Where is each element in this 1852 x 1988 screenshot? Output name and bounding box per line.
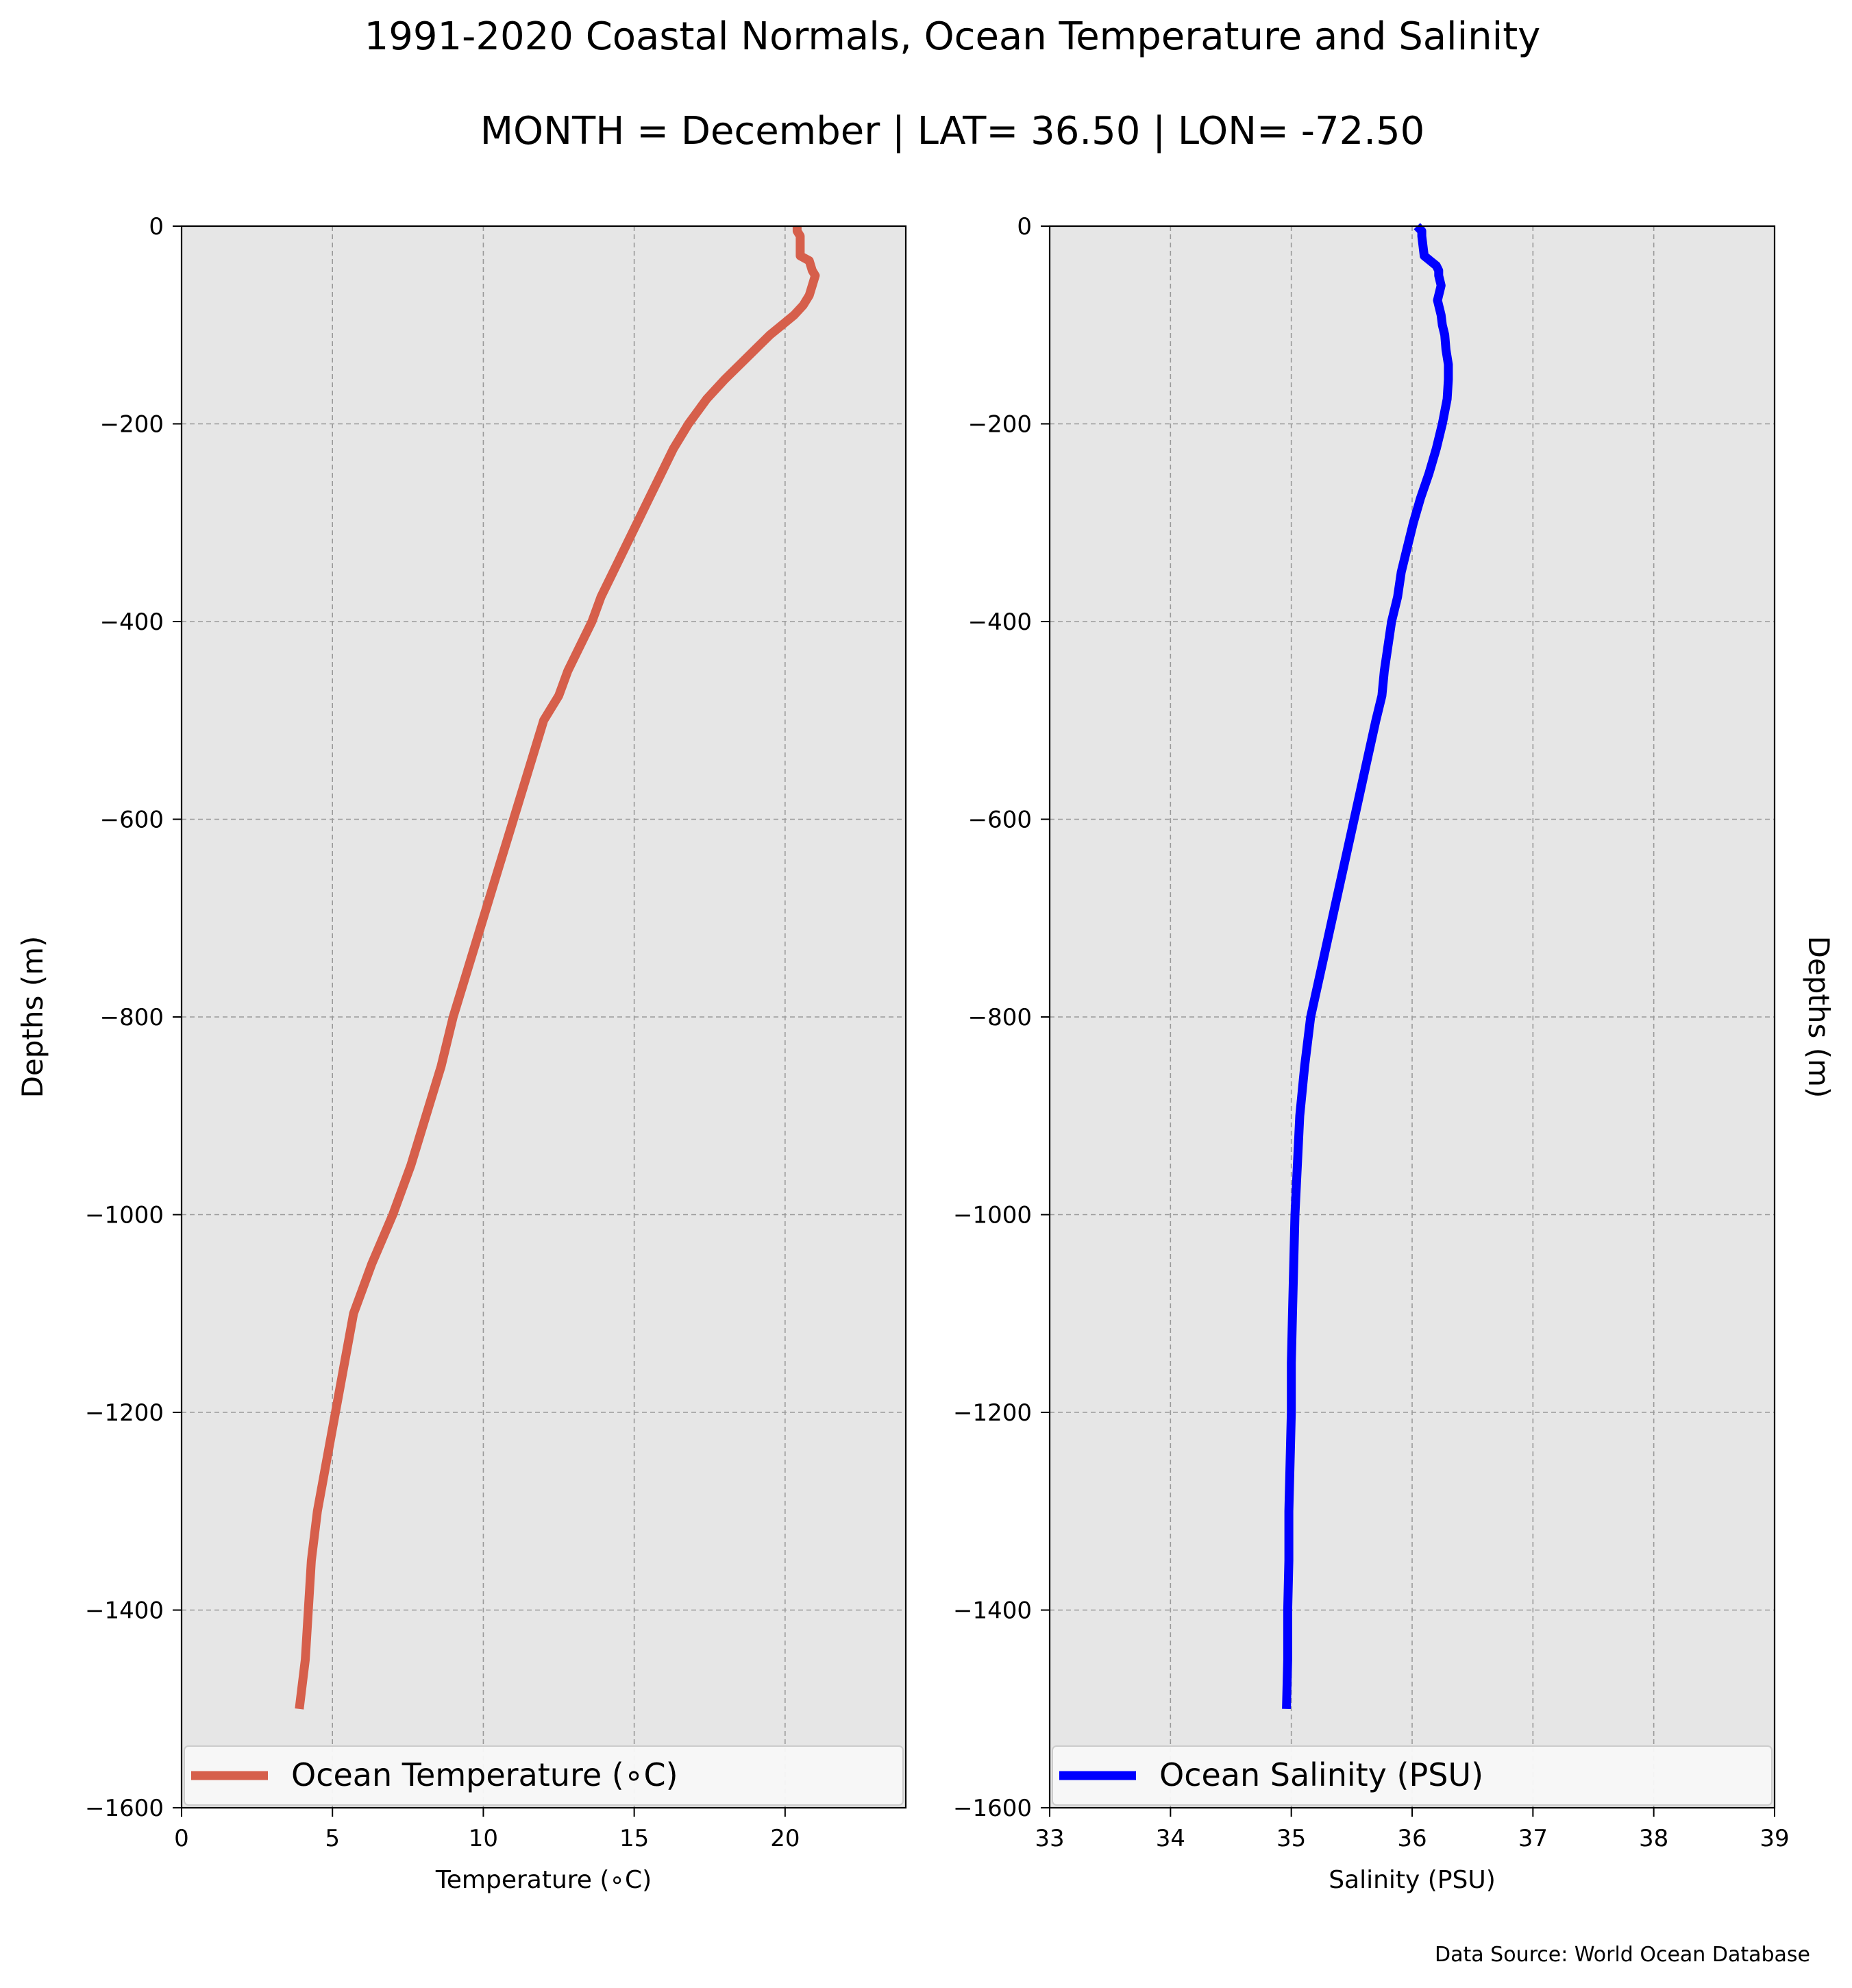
x-tick-label: 35 <box>1276 1825 1306 1852</box>
x-axis-label: Salinity (PSU) <box>1329 1866 1496 1894</box>
x-tick-label: 5 <box>325 1825 340 1852</box>
x-tick-label: 15 <box>619 1825 649 1852</box>
x-tick-label: 34 <box>1156 1825 1185 1852</box>
y-tick-label: −1600 <box>953 1795 1032 1822</box>
y-tick-label: −1400 <box>953 1597 1032 1625</box>
y-tick-label: −200 <box>100 411 164 439</box>
x-tick-label: 0 <box>174 1825 189 1852</box>
y-tick-label: 0 <box>149 213 164 241</box>
legend: Ocean Salinity (PSU) <box>1052 1745 1773 1806</box>
x-tick-label: 38 <box>1639 1825 1668 1852</box>
y-tick-label: −1600 <box>85 1795 164 1822</box>
x-tick-label: 37 <box>1518 1825 1548 1852</box>
legend-box <box>1052 1745 1773 1806</box>
y-tick-label: −1000 <box>953 1202 1032 1229</box>
x-tick-label: 20 <box>770 1825 800 1852</box>
y-tick-label: −400 <box>100 609 164 636</box>
y-tick-label: −800 <box>968 1004 1032 1031</box>
salinity-panel: 33 34 35 36 37 38 39 0 −200 −400 −600 −800 −1000 −120… <box>953 213 1836 1894</box>
series-line-0 <box>1282 223 1453 1709</box>
y-axis-label: Depths (m) <box>16 936 49 1099</box>
y-tick-label: −600 <box>100 807 164 834</box>
y-tick-label: −600 <box>968 807 1032 834</box>
data-source-note: Data Source: World Ocean Database <box>1435 1943 1810 1967</box>
figure-title: 1991-2020 Coastal Normals, Ocean Tempera… <box>365 14 1541 59</box>
x-tick-label: 39 <box>1760 1825 1789 1852</box>
legend: Ocean Temperature (∘C) <box>184 1745 904 1806</box>
x-tick-label: 36 <box>1397 1825 1427 1852</box>
y-tick-label: −400 <box>968 609 1032 636</box>
legend-box <box>184 1745 904 1806</box>
y-axis-label: Depths (m) <box>1802 936 1836 1099</box>
series-line-0 <box>295 226 820 1710</box>
figure-subtitle: MONTH = December | LAT= 36.50 | LON= -72… <box>480 109 1425 154</box>
legend-label: Ocean Salinity (PSU) <box>1159 1756 1483 1793</box>
x-axis-label: Temperature (∘C) <box>435 1866 652 1894</box>
y-tick-label: −1400 <box>85 1597 164 1625</box>
y-tick-label: 0 <box>1017 213 1032 241</box>
x-tick-label: 33 <box>1035 1825 1064 1852</box>
y-tick-label: −800 <box>100 1004 164 1031</box>
y-tick-label: −1000 <box>85 1202 164 1229</box>
y-tick-label: −1200 <box>953 1399 1032 1427</box>
temperature-panel: 0 5 10 15 20 0 −200 −400 −600 −800 −1000 −1200 −1400… <box>16 213 907 1894</box>
legend-label: Ocean Temperature (∘C) <box>291 1756 678 1793</box>
y-tick-label: −1200 <box>85 1399 164 1427</box>
x-tick-label: 10 <box>469 1825 498 1852</box>
y-tick-label: −200 <box>968 411 1032 439</box>
